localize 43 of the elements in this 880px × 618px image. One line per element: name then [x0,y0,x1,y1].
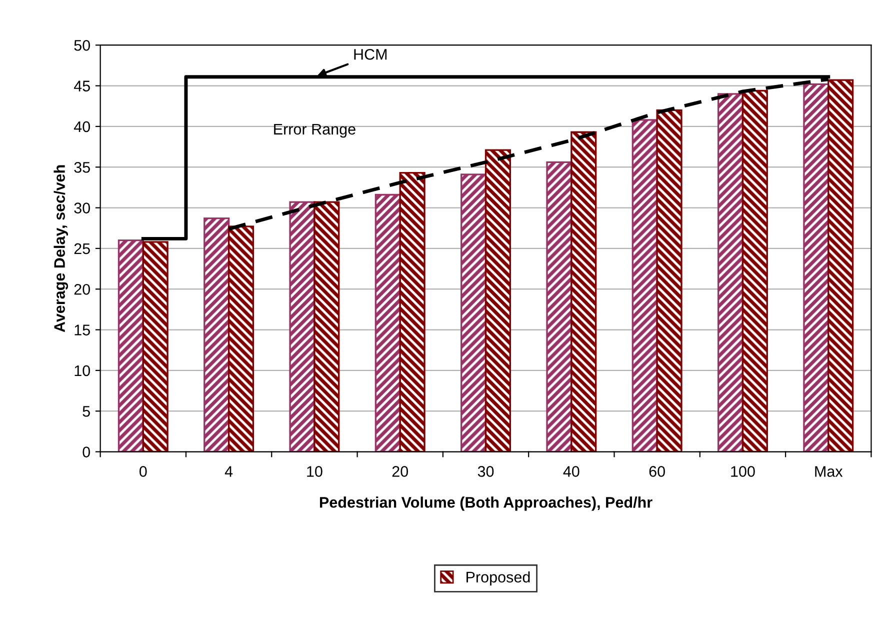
x-tick-label: 100 [731,466,755,477]
bar [289,201,316,452]
bar [656,109,682,452]
bar [142,241,168,452]
y-tick-label: 5 [82,406,90,417]
x-tick-label: 0 [139,466,147,477]
bar [399,172,426,452]
bar [118,239,144,452]
y-tick-label: 45 [74,80,90,92]
bar [828,79,854,452]
legend-label: Proposed [466,571,530,586]
bar [460,174,487,452]
bar [717,93,744,452]
bar [803,83,830,452]
y-tick-label: 20 [74,284,90,295]
x-tick-label: 20 [392,466,408,477]
y-tick-label: 0 [82,446,90,458]
x-tick-label: 40 [563,466,580,477]
y-tick-label: 10 [74,365,90,376]
y-tick-label: 25 [74,243,90,254]
x-tick-label: 10 [307,466,322,477]
bar [314,201,340,452]
bar [204,218,230,452]
annotation: Error Range [274,124,356,138]
bar [374,194,401,452]
bar [570,131,597,452]
bar [632,119,658,452]
x-tick-label: 4 [224,466,233,477]
x-tick-label: Max [815,466,843,477]
x-axis-title: Pedestrian Volume (Both Approaches), Ped/hr [320,496,652,511]
bar [742,90,768,452]
bar [484,149,512,452]
bar [228,226,254,452]
x-tick-label: 60 [649,466,665,477]
bar [546,161,572,452]
y-axis-title: Average Delay, sec/veh [54,165,68,332]
y-tick-label: 40 [74,121,90,132]
x-tick-label: 30 [478,466,494,477]
annotation: HCM [354,48,387,60]
y-tick-label: 30 [74,202,90,214]
y-tick-label: 50 [74,40,90,51]
y-tick-label: 35 [74,162,90,173]
y-tick-label: 15 [74,324,90,336]
